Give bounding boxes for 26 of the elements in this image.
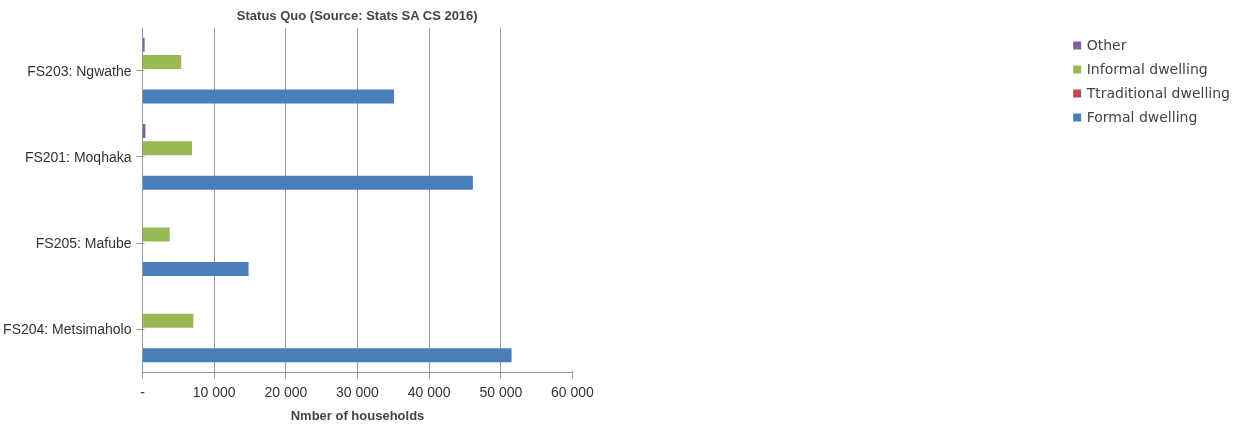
bar: [142, 348, 512, 363]
bar: [142, 313, 194, 328]
bar: [142, 141, 192, 156]
legend-label: Informal dwelling: [1086, 61, 1208, 77]
x-tick-label: 10 000: [192, 383, 236, 400]
bar: [142, 227, 170, 242]
legend-label: Formal dwelling: [1086, 109, 1198, 125]
x-tick-label: 50 000: [479, 383, 523, 400]
x-tick-label: -: [140, 383, 146, 400]
x-tick-label: 40 000: [407, 383, 451, 400]
chart-title: Status Quo (Source: Stats SA CS 2016): [236, 7, 478, 23]
x-axis-title: Nmber of households: [290, 407, 425, 423]
bar: [142, 175, 473, 190]
legend-label: Other: [1086, 37, 1127, 53]
y-tick-label: FS205: Mafube: [35, 235, 132, 252]
y-tick-label: FS204: Metsimaholo: [3, 321, 132, 338]
bar: [142, 55, 182, 69]
x-tick-label: 20 000: [264, 383, 308, 400]
bar: [142, 89, 395, 104]
y-tick-label: FS201: Moqhaka: [24, 148, 132, 165]
bar: [142, 37, 145, 52]
y-tick-label: FS203: Ngwathe: [27, 62, 132, 79]
x-tick-label: 60 000: [551, 383, 595, 400]
legend-label: Ttraditional dwelling: [1086, 85, 1230, 101]
bar: [142, 262, 249, 276]
x-tick-label: 30 000: [336, 383, 380, 400]
